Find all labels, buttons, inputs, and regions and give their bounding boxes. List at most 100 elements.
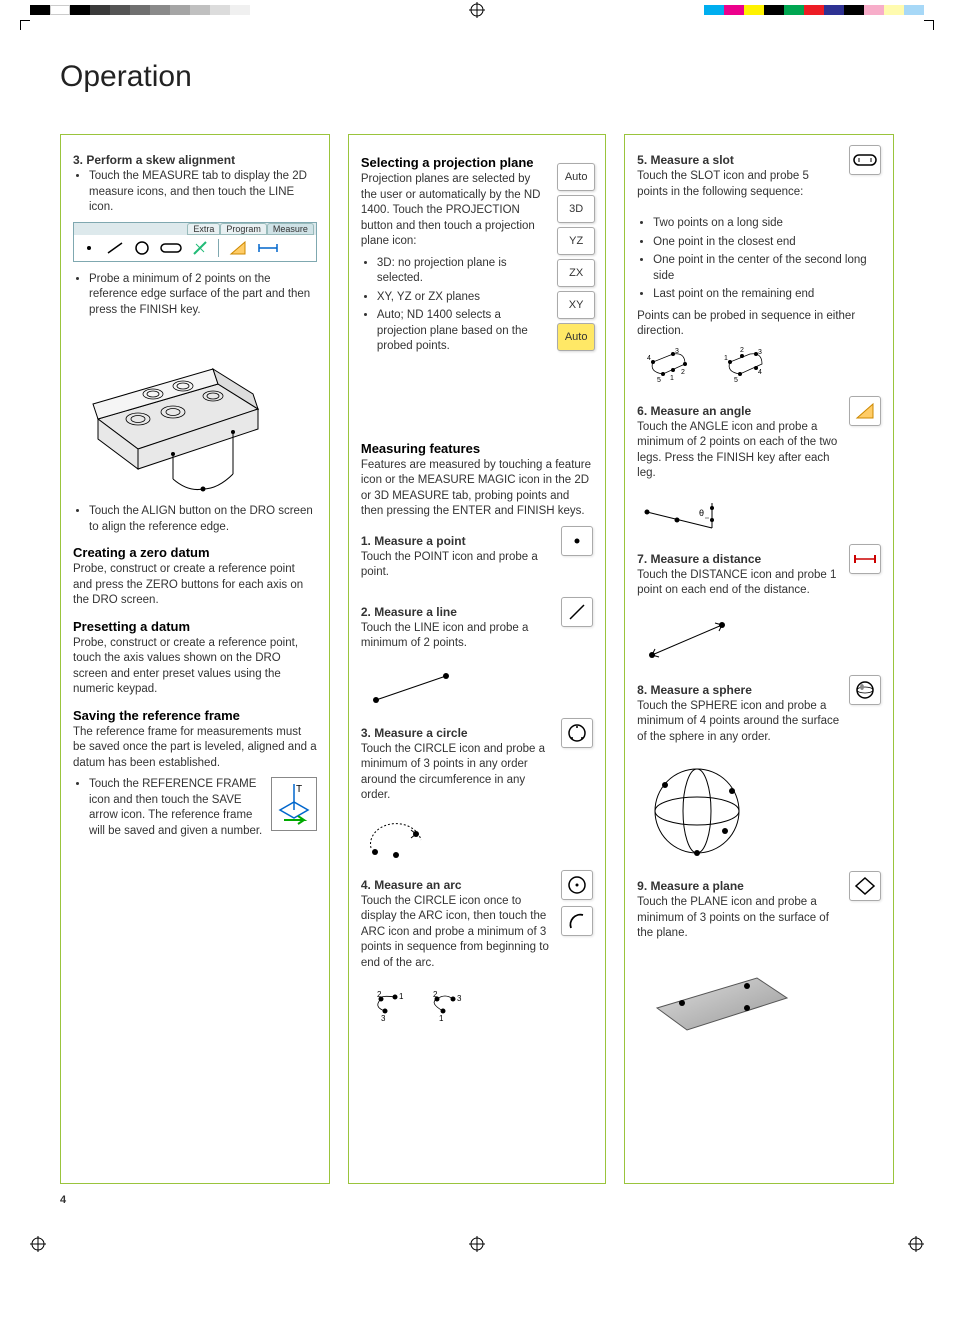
svg-text:3: 3 <box>758 349 762 356</box>
tab-measure[interactable]: Measure <box>267 223 314 235</box>
registration-mark-icon <box>30 1236 46 1252</box>
skew-icon[interactable] <box>192 240 208 256</box>
column-right: 5. Measure a slot Touch the SLOT icon an… <box>624 134 894 1184</box>
angle-diagram: θ <box>637 498 881 534</box>
skew-step-1: Touch the MEASURE tab to display the 2D … <box>89 169 317 216</box>
distance-diagram <box>637 615 881 665</box>
colorbar-left <box>30 5 250 15</box>
measure-circle-heading: 3. Measure a circle <box>361 726 553 740</box>
save-refframe-heading: Saving the reference frame <box>73 708 317 723</box>
column-left: 3. Perform a skew alignment Touch the ME… <box>60 134 330 1184</box>
svg-text:1: 1 <box>670 375 674 382</box>
measure-angle-body: Touch the ANGLE icon and probe a minimum… <box>637 420 841 482</box>
arc-diagram: 2 1 3 2 3 1 <box>361 987 593 1021</box>
distance-button-icon[interactable] <box>849 544 881 574</box>
arc-circle-icon[interactable] <box>561 870 593 900</box>
svg-text:3: 3 <box>381 1014 386 1021</box>
tab-program[interactable]: Program <box>220 223 267 235</box>
line-button-icon[interactable] <box>561 597 593 627</box>
sphere-button-icon[interactable] <box>849 675 881 705</box>
measure-line-heading: 2. Measure a line <box>361 605 553 619</box>
measuring-features-body: Features are measured by touching a feat… <box>361 458 593 520</box>
svg-text:3: 3 <box>675 348 679 355</box>
tab-extra[interactable]: Extra <box>187 223 220 235</box>
svg-text:2: 2 <box>740 347 744 354</box>
proj-zx-button[interactable]: ZX <box>557 259 595 287</box>
point-button-icon[interactable] <box>561 526 593 556</box>
svg-text:T: T <box>296 784 302 795</box>
angle-button-icon[interactable] <box>849 396 881 426</box>
measure-distance-heading: 7. Measure a distance <box>637 552 841 566</box>
projection-3d: 3D: no projection plane is selected. <box>377 256 548 287</box>
angle-icon[interactable] <box>229 240 247 256</box>
proj-auto-selected-button[interactable]: Auto <box>557 323 595 351</box>
svg-text:1: 1 <box>724 355 728 362</box>
measure-line-body: Touch the LINE icon and probe a minimum … <box>361 621 553 652</box>
svg-text:5: 5 <box>657 377 661 384</box>
plane-button-icon[interactable] <box>849 871 881 901</box>
line-icon[interactable] <box>106 241 124 255</box>
svg-text:θ: θ <box>699 508 704 518</box>
measure-point-body: Touch the POINT icon and probe a point. <box>361 550 553 581</box>
page-number: 4 <box>60 1194 894 1206</box>
measure-sphere-heading: 8. Measure a sphere <box>637 683 841 697</box>
slot-step-4: Last point on the remaining end <box>653 287 881 303</box>
measure-plane-body: Touch the PLANE icon and probe a minimum… <box>637 895 841 942</box>
circle-diagram <box>361 820 593 860</box>
measuring-features-heading: Measuring features <box>361 441 593 456</box>
svg-text:3: 3 <box>457 994 462 1003</box>
save-refframe-body: The reference frame for measurements mus… <box>73 725 317 772</box>
registration-mark-icon <box>908 1236 924 1252</box>
proj-auto-button[interactable]: Auto <box>557 163 595 191</box>
sphere-diagram <box>637 761 881 861</box>
measure-sphere-body: Touch the SPHERE icon and probe a minimu… <box>637 699 841 746</box>
slot-step-1: Two points on a long side <box>653 216 881 232</box>
registration-mark-icon <box>469 1236 485 1252</box>
circle-icon[interactable] <box>134 240 150 256</box>
skew-step-3: Touch the ALIGN button on the DRO screen… <box>89 504 317 535</box>
part-diagram <box>73 324 317 494</box>
measure-angle-heading: 6. Measure an angle <box>637 404 841 418</box>
point-icon[interactable] <box>82 241 96 255</box>
measure-arc-heading: 4. Measure an arc <box>361 878 553 892</box>
preset-datum-body: Probe, construct or create a reference p… <box>73 636 317 698</box>
svg-text:5: 5 <box>734 377 738 384</box>
distance-icon[interactable] <box>257 242 279 254</box>
page-title: Operation <box>60 60 894 94</box>
zero-datum-body: Probe, construct or create a reference p… <box>73 562 317 609</box>
measure-slot-heading: 5. Measure a slot <box>637 153 841 167</box>
slot-button-icon[interactable] <box>849 145 881 175</box>
arc-icon[interactable] <box>561 906 593 936</box>
projection-auto: Auto; ND 1400 selects a projection plane… <box>377 308 548 355</box>
measure-plane-heading: 9. Measure a plane <box>637 879 841 893</box>
slot-step-3: One point in the center of the second lo… <box>653 253 881 284</box>
svg-text:1: 1 <box>439 1014 444 1021</box>
slot-note: Points can be probed in sequence in eith… <box>637 309 881 340</box>
svg-text:2: 2 <box>681 369 685 376</box>
proj-xy-button[interactable]: XY <box>557 291 595 319</box>
plane-diagram <box>637 958 881 1038</box>
measure-circle-body: Touch the CIRCLE icon and probe a minimu… <box>361 742 553 804</box>
reference-frame-icon: T <box>271 777 317 831</box>
svg-text:4: 4 <box>758 369 762 376</box>
skew-step-2: Probe a minimum of 2 points on the refer… <box>89 272 317 319</box>
projection-xyz: XY, YZ or ZX planes <box>377 290 548 306</box>
circle-button-icon[interactable] <box>561 718 593 748</box>
svg-text:4: 4 <box>647 355 651 362</box>
registration-mark-icon <box>469 2 485 18</box>
measure-point-heading: 1. Measure a point <box>361 534 553 548</box>
preset-datum-heading: Presetting a datum <box>73 619 317 634</box>
colorbar-right <box>704 5 924 15</box>
proj-yz-button[interactable]: YZ <box>557 227 595 255</box>
slot-icon[interactable] <box>160 241 182 255</box>
proj-3d-button[interactable]: 3D <box>557 195 595 223</box>
column-center: Selecting a projection plane Projection … <box>348 134 606 1184</box>
measure-toolbar: Extra Program Measure <box>73 222 317 262</box>
line-diagram <box>361 668 593 708</box>
zero-datum-heading: Creating a zero datum <box>73 545 317 560</box>
skew-alignment-heading: 3. Perform a skew alignment <box>73 153 317 167</box>
measure-slot-body: Touch the SLOT icon and probe 5 points i… <box>637 169 841 200</box>
slot-step-2: One point in the closest end <box>653 235 881 251</box>
measure-arc-body: Touch the CIRCLE icon once to display th… <box>361 894 553 972</box>
measure-distance-body: Touch the DISTANCE icon and probe 1 poin… <box>637 568 841 599</box>
